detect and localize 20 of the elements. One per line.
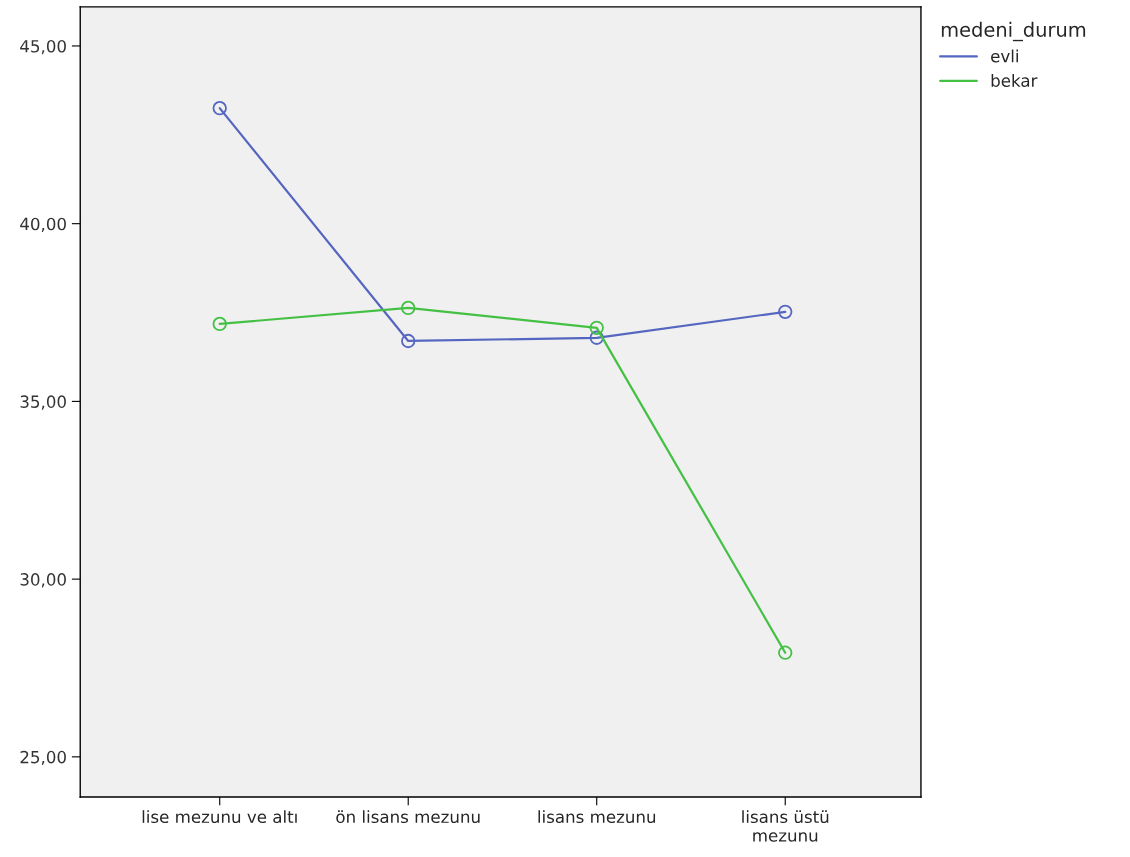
x-tick-label: lisans üstü mezunu [742, 810, 829, 842]
point [212, 101, 227, 116]
point [778, 645, 793, 660]
point [589, 330, 604, 345]
point [401, 333, 416, 349]
point [778, 304, 793, 319]
legend-title: medeni_durum [941, 21, 1086, 42]
legend-label: evli [991, 49, 1018, 63]
x-tick-label: lise mezunu ve altı [142, 810, 297, 824]
y-tick-label: 45,00 [20, 39, 66, 55]
point [589, 320, 604, 335]
y-tick-label: 35,00 [20, 395, 66, 410]
point [401, 300, 416, 316]
y-tick-label: 40,00 [20, 217, 66, 232]
point [212, 316, 227, 332]
y-tick-label: 25,00 [20, 750, 66, 766]
y-tick-label: 30,00 [20, 573, 66, 588]
x-tick-label: lisans mezunu [538, 810, 656, 824]
legend-label: bekar [991, 74, 1038, 87]
x-tick-label: ön lisans mezunu [336, 810, 480, 824]
